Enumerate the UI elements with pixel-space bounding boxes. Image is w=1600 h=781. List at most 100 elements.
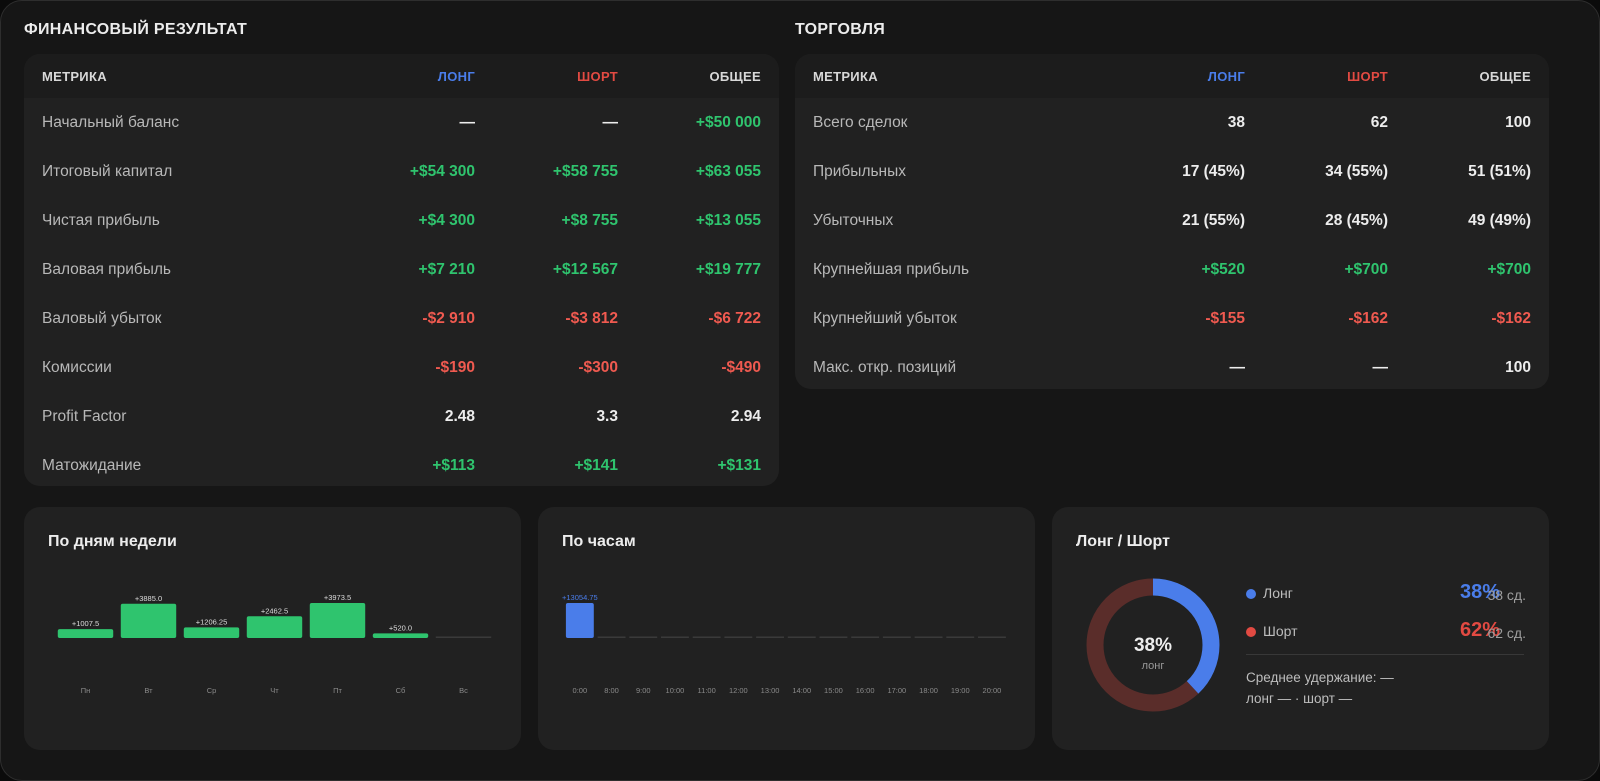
legend-short: Шорт 62% 62 сд. xyxy=(1246,619,1526,644)
row-label: Матожидание xyxy=(42,456,142,474)
legend-divider xyxy=(1246,654,1524,655)
financial-table: МЕТРИКА ЛОНГ ШОРТ ОБЩЕЕ Начальный баланс… xyxy=(24,54,779,486)
legend-long-name: Лонг xyxy=(1263,585,1293,601)
bar xyxy=(756,636,784,638)
row-label: Profit Factor xyxy=(42,407,127,425)
bar xyxy=(851,636,880,638)
weekday-chart-title: По дням недели xyxy=(48,533,177,550)
long-dot-icon xyxy=(1246,589,1256,599)
row-label: Комиссии xyxy=(42,358,112,376)
legend-short-name: Шорт xyxy=(1263,623,1298,639)
table-row: Profit Factor 2.48 3.3 2.94 xyxy=(24,392,779,441)
cell-short: +$58 755 xyxy=(552,162,618,180)
cell-long: -$190 xyxy=(435,358,475,376)
bar-value-label: +520.0 xyxy=(389,623,412,632)
cell-long: +$7 210 xyxy=(418,260,475,278)
bar-value-label: +3885.0 xyxy=(135,594,162,603)
cell-long: 2.48 xyxy=(444,407,475,425)
cell-long: — xyxy=(1229,358,1246,376)
long-short-donut: 38% лонг xyxy=(1086,578,1220,712)
legend-long: Лонг 38% 38 сд. xyxy=(1246,581,1526,606)
col-long: ЛОНГ xyxy=(437,68,475,84)
avg-hold-text: Среднее удержание: — xyxy=(1246,670,1394,685)
bar xyxy=(661,636,689,638)
cell-total: 2.94 xyxy=(730,407,761,425)
bar xyxy=(787,636,816,638)
category-label: Чт xyxy=(270,686,279,695)
table-row: Макс. откр. позиций — — 100 xyxy=(795,343,1549,389)
bar xyxy=(597,636,626,638)
category-label: Пн xyxy=(81,686,91,695)
cell-short: -$3 812 xyxy=(565,309,618,327)
row-label: Крупнейшая прибыль xyxy=(813,260,970,278)
trading-section-title: ТОРГОВЛЯ xyxy=(795,21,886,38)
bar xyxy=(183,627,240,638)
trading-table-header: МЕТРИКА ЛОНГ ШОРТ ОБЩЕЕ xyxy=(795,54,1549,98)
donut-slice-long xyxy=(1086,578,1220,712)
cell-short: 62 xyxy=(1370,113,1388,131)
cell-total: 100 xyxy=(1505,358,1531,376)
row-label: Чистая прибыль xyxy=(42,211,160,229)
category-label: 11:00 xyxy=(698,686,716,695)
cell-short: — xyxy=(1372,358,1389,376)
cell-short: 28 (45%) xyxy=(1325,211,1388,229)
cell-total: +$13 055 xyxy=(695,211,761,229)
hours-chart-title: По часам xyxy=(562,533,636,550)
bar xyxy=(309,603,366,638)
bar xyxy=(57,629,114,638)
cell-long: — xyxy=(459,113,476,131)
row-label: Макс. откр. позиций xyxy=(813,358,957,376)
cell-long: -$2 910 xyxy=(422,309,475,327)
cell-short: 34 (55%) xyxy=(1325,162,1388,180)
financial-table-header: МЕТРИКА ЛОНГ ШОРТ ОБЩЕЕ xyxy=(24,54,779,98)
category-label: 13:00 xyxy=(761,686,780,695)
row-label: Убыточных xyxy=(813,211,894,229)
cell-short: +$12 567 xyxy=(552,260,618,278)
cell-short: — xyxy=(602,113,619,131)
short-dot-icon xyxy=(1246,627,1256,637)
category-label: 10:00 xyxy=(666,686,685,695)
cell-total: 49 (49%) xyxy=(1468,211,1531,229)
cell-short: +$141 xyxy=(574,456,618,474)
cell-total: +$131 xyxy=(717,456,761,474)
bar-value-label: +3973.5 xyxy=(324,593,351,602)
col-metric: МЕТРИКА xyxy=(813,68,878,84)
table-row: Прибыльных 17 (45%) 34 (55%) 51 (51%) xyxy=(795,147,1549,196)
cell-long: 38 xyxy=(1227,113,1245,131)
category-label: Вт xyxy=(144,686,153,695)
category-label: Сб xyxy=(396,686,406,695)
cell-total: +$700 xyxy=(1487,260,1531,278)
bar xyxy=(914,636,943,638)
legend-long-pct: 38% xyxy=(1459,581,1500,603)
category-label: 20:00 xyxy=(983,686,1002,695)
long-short-card: Лонг / Шорт 38% лонг Лонг 38% 38 сд. Шор… xyxy=(1052,507,1549,750)
table-row: Матожидание +$113 +$141 +$131 xyxy=(24,441,779,486)
table-row: Итоговый капитал +$54 300 +$58 755 +$63 055 xyxy=(24,147,779,196)
category-label: 8:00 xyxy=(604,686,619,695)
cell-short: 3.3 xyxy=(596,407,618,425)
table-row: Крупнейшая прибыль +$520 +$700 +$700 xyxy=(795,245,1549,294)
category-label: 18:00 xyxy=(919,686,938,695)
category-label: 12:00 xyxy=(729,686,748,695)
legend-short-count: 62 сд. xyxy=(1487,625,1526,641)
row-label: Прибыльных xyxy=(813,162,907,180)
long-short-title: Лонг / Шорт xyxy=(1076,533,1170,550)
cell-short: +$8 755 xyxy=(561,211,618,229)
category-label: 17:00 xyxy=(887,686,906,695)
category-label: 16:00 xyxy=(856,686,875,695)
col-long: ЛОНГ xyxy=(1207,68,1245,84)
category-label: Вс xyxy=(459,686,468,695)
cell-short: -$300 xyxy=(578,358,618,376)
category-label: 19:00 xyxy=(951,686,970,695)
legend-short-pct: 62% xyxy=(1459,619,1500,641)
category-label: Ср xyxy=(207,686,217,695)
table-row: Комиссии -$190 -$300 -$490 xyxy=(24,343,779,392)
financial-section-title: ФИНАНСОВЫЙ РЕЗУЛЬТАТ xyxy=(24,21,248,38)
cell-total: +$63 055 xyxy=(695,162,761,180)
table-row: Чистая прибыль +$4 300 +$8 755 +$13 055 xyxy=(24,196,779,245)
category-label: 9:00 xyxy=(636,686,651,695)
hours-chart-card: По часам +13054.75 0:00 8:00 9:00 10:00 11:00… xyxy=(538,507,1035,750)
cell-long: 21 (55%) xyxy=(1182,211,1245,229)
bar xyxy=(692,636,721,638)
